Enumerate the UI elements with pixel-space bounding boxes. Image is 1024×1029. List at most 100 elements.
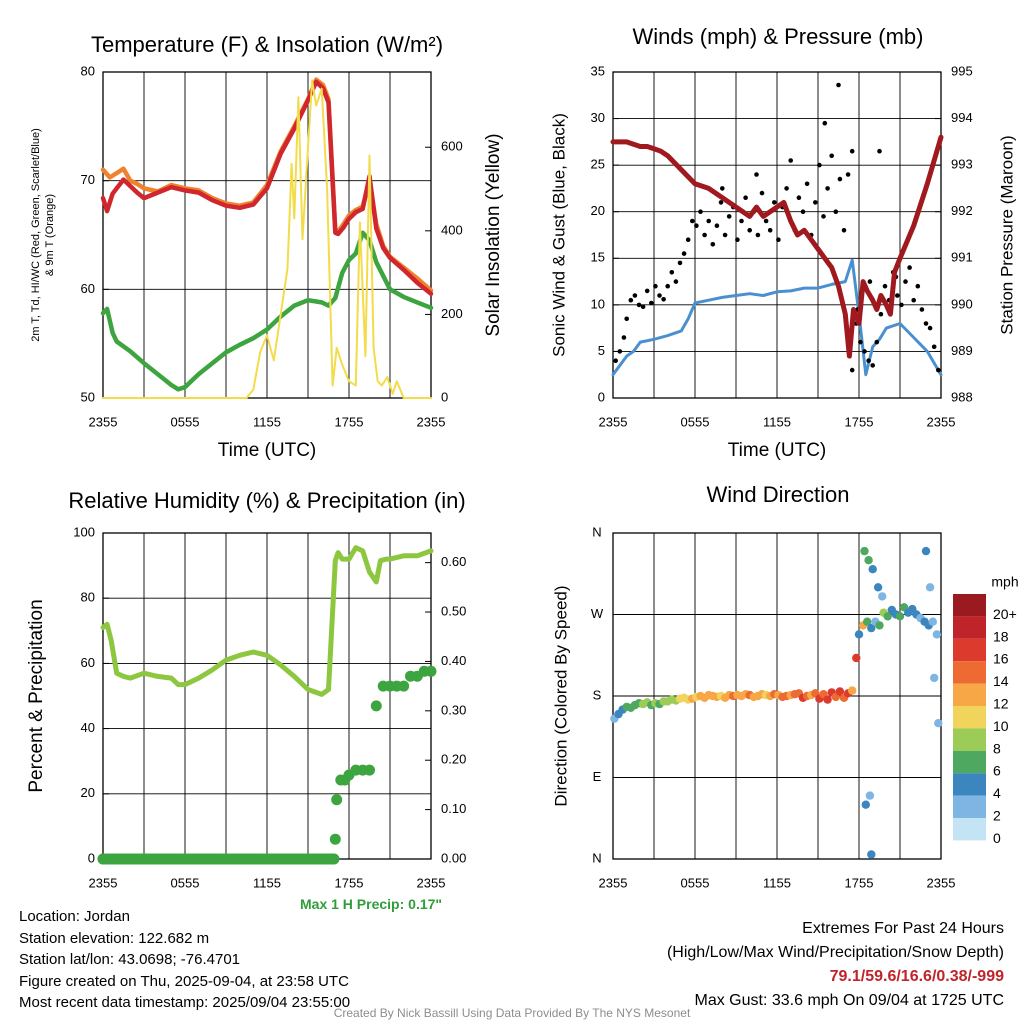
dir-point-62 [863,617,872,626]
wind-gust-point-42 [784,186,789,191]
wind-gust-point-24 [710,242,716,247]
wind-gust-point-50 [817,162,822,168]
wind-gust-point-46 [800,209,806,214]
wind-gust-point-70 [899,302,904,308]
wind-gust-point-75 [919,307,925,312]
temp-series-3 [102,79,432,399]
temp-y-tick-2: 70 [81,172,95,187]
max-gust-text: Max Gust: 33.6 mph On 09/04 at 1725 UTC [694,992,1005,1009]
wind-gust-point-11 [657,293,662,298]
rh-precip-point-10 [234,853,246,865]
max-precip-label: Max 1 H Precip: 0.17" [300,896,443,912]
extremes-values: 79.1/59.6/16.6/0.38/-999 [829,968,1004,985]
dir-x-tick-0: 2355 [599,875,628,890]
wind-gust-point-40 [776,237,781,242]
wind-gust-point-7 [640,304,646,310]
wind-y-tick-6: 30 [591,110,605,125]
dir-point-90 [930,673,939,683]
wind-y-tick-7: 35 [591,63,605,78]
wind-gust-point-78 [931,344,937,350]
wind-gust-point-19 [690,218,695,224]
wind-gust-point-36 [759,190,765,196]
temp-y2-tick-0: 0 [441,389,448,404]
rh-y-tick-0: 0 [88,850,95,865]
wind-x-tick-1: 0555 [681,414,710,429]
wind-y2-tick-7: 995 [951,63,973,78]
wind-gust-point-66 [882,283,888,289]
rh-y-tick-5: 100 [73,524,95,539]
wind-gust-point-2 [621,335,627,340]
rh-y2-tick-4: 0.40 [441,653,466,668]
rh-y2-tick-6: 0.60 [441,554,466,569]
dir-legend-title: mph [991,574,1018,590]
wind-gust-point-4 [628,297,634,303]
wind-y2-tick-4: 992 [951,203,973,218]
wind-y2-tick-0: 988 [951,389,973,404]
dir-point-81 [864,556,873,565]
wind-gust-point-37 [763,218,769,224]
extremes-subtitle: (High/Low/Max Wind/Precipitation/Snow De… [666,944,1004,961]
dir-legend-swatch-10 [953,818,986,841]
station-info: Location: Jordan Station elevation: 122.… [19,906,350,1014]
wind-gust-point-81 [754,172,759,177]
rh-precip-point-34 [425,665,437,677]
dir-y-tick-2: S [593,687,602,702]
dir-legend-swatch-1 [953,616,986,639]
dir-point-83 [873,583,883,592]
dir-legend-label-10: 0 [993,830,1001,846]
extremes-block: Extremes For Past 24 Hours (High/Low/Max… [667,917,1004,1013]
wind-gust-point-39 [772,200,777,205]
wind-x-tick-2: 1155 [763,414,791,429]
wind-gust-point-53 [829,153,834,159]
dir-point-52 [823,695,832,704]
rh-precip-point-6 [179,853,191,865]
wind-gust-point-57 [845,172,851,177]
dir-legend-label-5: 10 [993,718,1009,734]
wind-gust-point-20 [694,223,699,228]
temp-panel-title: Temperature (F) & Insolation (W/m²) [91,32,443,57]
rh-precip-point-2 [124,853,136,865]
dir-point-87 [867,850,876,859]
temp-x-tick-3: 1755 [335,414,364,429]
wind-x-tick-3: 1755 [845,414,874,429]
dir-point-91 [934,719,943,728]
rh-x-tick-2: 1155 [253,875,281,890]
rh-precip-point-30 [398,680,410,692]
rh-precip-point-11 [247,853,259,865]
dir-x-tick-2: 1155 [763,875,791,890]
wind-gust-point-76 [923,321,929,326]
wind-gust-point-65 [878,311,884,317]
temp-y2-axis-label: Solar Insolation (Yellow) [483,133,504,336]
rh-panel-title: Relative Humidity (%) & Precipitation (i… [68,488,465,513]
wind-gust-point-12 [661,297,666,302]
temp-x-tick-4: 2355 [417,414,446,429]
wind-gust-point-52 [825,186,830,191]
wind-gust-point-8 [644,288,650,294]
wind-gust-point-47 [804,181,810,187]
latlon-text: Station lat/lon: 43.0698; -76.4701 [19,951,241,968]
wind-gust-point-23 [706,218,711,224]
wind-gust-point-35 [755,232,761,238]
dir-panel-title: Wind Direction [706,482,849,507]
temp-x-tick-1: 0555 [171,414,200,429]
dir-legend-swatch-6 [953,728,986,751]
wind-gust-point-54 [833,209,839,214]
wind-gust-point-33 [747,228,752,233]
rh-x-tick-4: 2355 [417,875,446,890]
rh-precip-point-9 [220,853,232,865]
dir-legend-label-7: 6 [993,763,1001,779]
dir-point-78 [928,617,937,626]
wind-gust-point-10 [653,283,658,289]
wind-gust-point-79 [936,367,941,373]
rh-precip-point-13 [275,853,287,865]
wind-gust-point-16 [677,260,683,266]
dir-legend-label-1: 18 [993,628,1009,644]
dir-y-tick-3: W [591,606,604,621]
rh-precip-point-5 [165,853,177,865]
wind-gust-point-56 [841,228,847,233]
wind-y-tick-5: 25 [591,157,605,172]
rh-precip-point-19 [331,794,343,806]
dir-point-60 [854,630,864,639]
wind-gust-point-74 [915,283,921,289]
dir-point-80 [860,546,869,556]
